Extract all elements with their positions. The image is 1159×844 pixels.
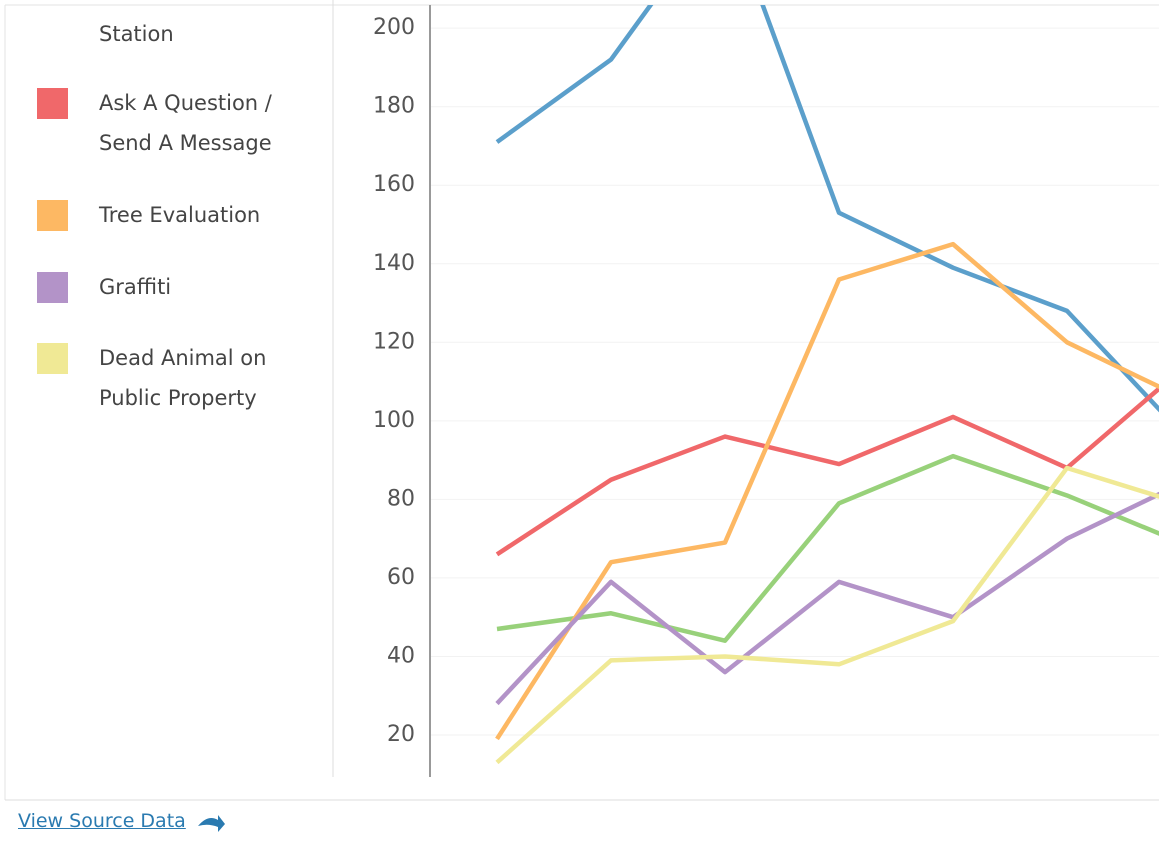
arrow-icon xyxy=(198,815,225,832)
y-tick-label: 140 xyxy=(373,251,415,276)
legend-swatch xyxy=(37,343,68,374)
y-tick-label: 60 xyxy=(387,565,415,590)
y-tick-label: 100 xyxy=(373,408,415,433)
view-source-link[interactable]: View Source Data xyxy=(18,810,186,832)
legend-label: Ask A Question / Send A Message xyxy=(99,91,272,155)
y-tick-label: 20 xyxy=(387,722,415,747)
series-line xyxy=(496,453,1159,643)
series-line xyxy=(495,385,1159,557)
series-line xyxy=(495,465,1159,765)
legend-label: Dead Animal on Public Property xyxy=(99,346,267,410)
series-line xyxy=(495,5,1159,413)
y-tick-label: 80 xyxy=(387,486,415,511)
legend-label: Graffiti xyxy=(99,275,172,299)
legend-swatch xyxy=(37,200,68,231)
legend-label: Station xyxy=(99,22,174,46)
legend-swatch xyxy=(37,272,68,303)
y-tick-label: 40 xyxy=(387,643,415,668)
legend-swatch xyxy=(37,88,68,119)
y-tick-label: 160 xyxy=(373,172,415,197)
series-line xyxy=(495,241,1159,741)
legend-label: Tree Evaluation xyxy=(99,203,261,227)
y-tick-label: 200 xyxy=(373,15,415,40)
y-tick-label: 180 xyxy=(373,94,415,119)
y-tick-label: 120 xyxy=(373,329,415,354)
series-line xyxy=(495,491,1159,706)
